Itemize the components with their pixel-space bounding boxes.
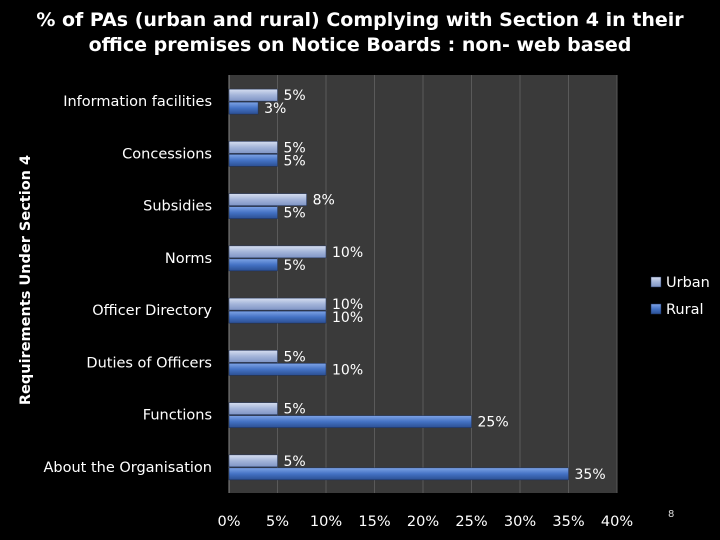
category-label: Officer Directory [92,303,212,319]
bar-rural [228,206,278,219]
legend-swatch-rural [650,303,662,315]
category-labels: Information facilities Concessions Subsidi… [43,94,212,476]
title-line-1: % of PAs (urban and rural) Complying wit… [36,9,684,31]
bar-rural [228,363,327,376]
chart-title: % of PAs (urban and rural) Complying wit… [0,8,720,58]
bar-rural [228,101,259,115]
data-label: 5% [284,153,306,169]
bar-urban [228,88,278,102]
bar-rural [228,415,472,428]
title-line-2: office premises on Notice Boards : non- … [88,34,632,56]
data-label: 5% [284,454,306,470]
x-tick-label: 35% [552,514,584,530]
data-label: 3% [264,101,286,117]
category-label: Information facilities [63,94,212,110]
bar-urban [228,454,278,468]
category-label: Duties of Officers [86,355,212,371]
data-label: 25% [478,415,509,431]
category-label: About the Organisation [43,460,212,476]
data-label: 5% [284,402,306,418]
legend-label-urban: Urban [666,275,710,291]
category-label: Functions [143,408,212,424]
x-tick-label: 0% [217,514,240,530]
y-axis-label: Requirements Under Section 4 [18,155,34,405]
bar-rural [228,467,569,481]
legend-label-rural: Rural [666,302,704,318]
x-tick-label: 5% [266,514,289,530]
data-label: 35% [575,467,606,483]
data-label: 5% [284,349,306,365]
legend: Urban Rural [650,275,710,318]
bars [228,88,569,481]
bar-urban [228,245,327,259]
bar-urban [228,297,327,311]
x-tick-labels: 0% 5% 10% 15% 20% 25% 30% 35% 40% [217,514,633,530]
x-tick-label: 10% [310,514,342,530]
data-label: 5% [284,258,306,274]
bar-urban [228,402,278,415]
bar-urban [228,193,307,206]
data-label: 5% [284,206,306,222]
x-tick-label: 30% [504,514,536,530]
bar-urban [228,350,278,363]
bar-rural [228,258,278,272]
page-number: 8 [668,509,675,520]
data-label: 10% [332,297,363,313]
bar-urban [228,141,278,154]
data-label: 10% [332,245,363,261]
category-label: Norms [165,251,212,267]
data-label: 8% [313,193,335,209]
bar-rural [228,310,327,324]
legend-swatch-urban [650,276,662,288]
x-tick-label: 20% [407,514,439,530]
data-label: 5% [284,88,306,104]
x-tick-label: 15% [358,514,390,530]
x-tick-label: 40% [601,514,633,530]
data-label: 10% [332,310,363,326]
category-label: Concessions [122,146,212,162]
category-label: Subsidies [143,199,212,215]
data-label: 5% [284,140,306,156]
x-tick-label: 25% [455,514,487,530]
data-label: 10% [332,362,363,378]
data-labels: 5%3%5%5%8%5%10%5%10%10%5%10%5%25%5%35% [264,88,606,483]
bar-rural [228,154,278,167]
